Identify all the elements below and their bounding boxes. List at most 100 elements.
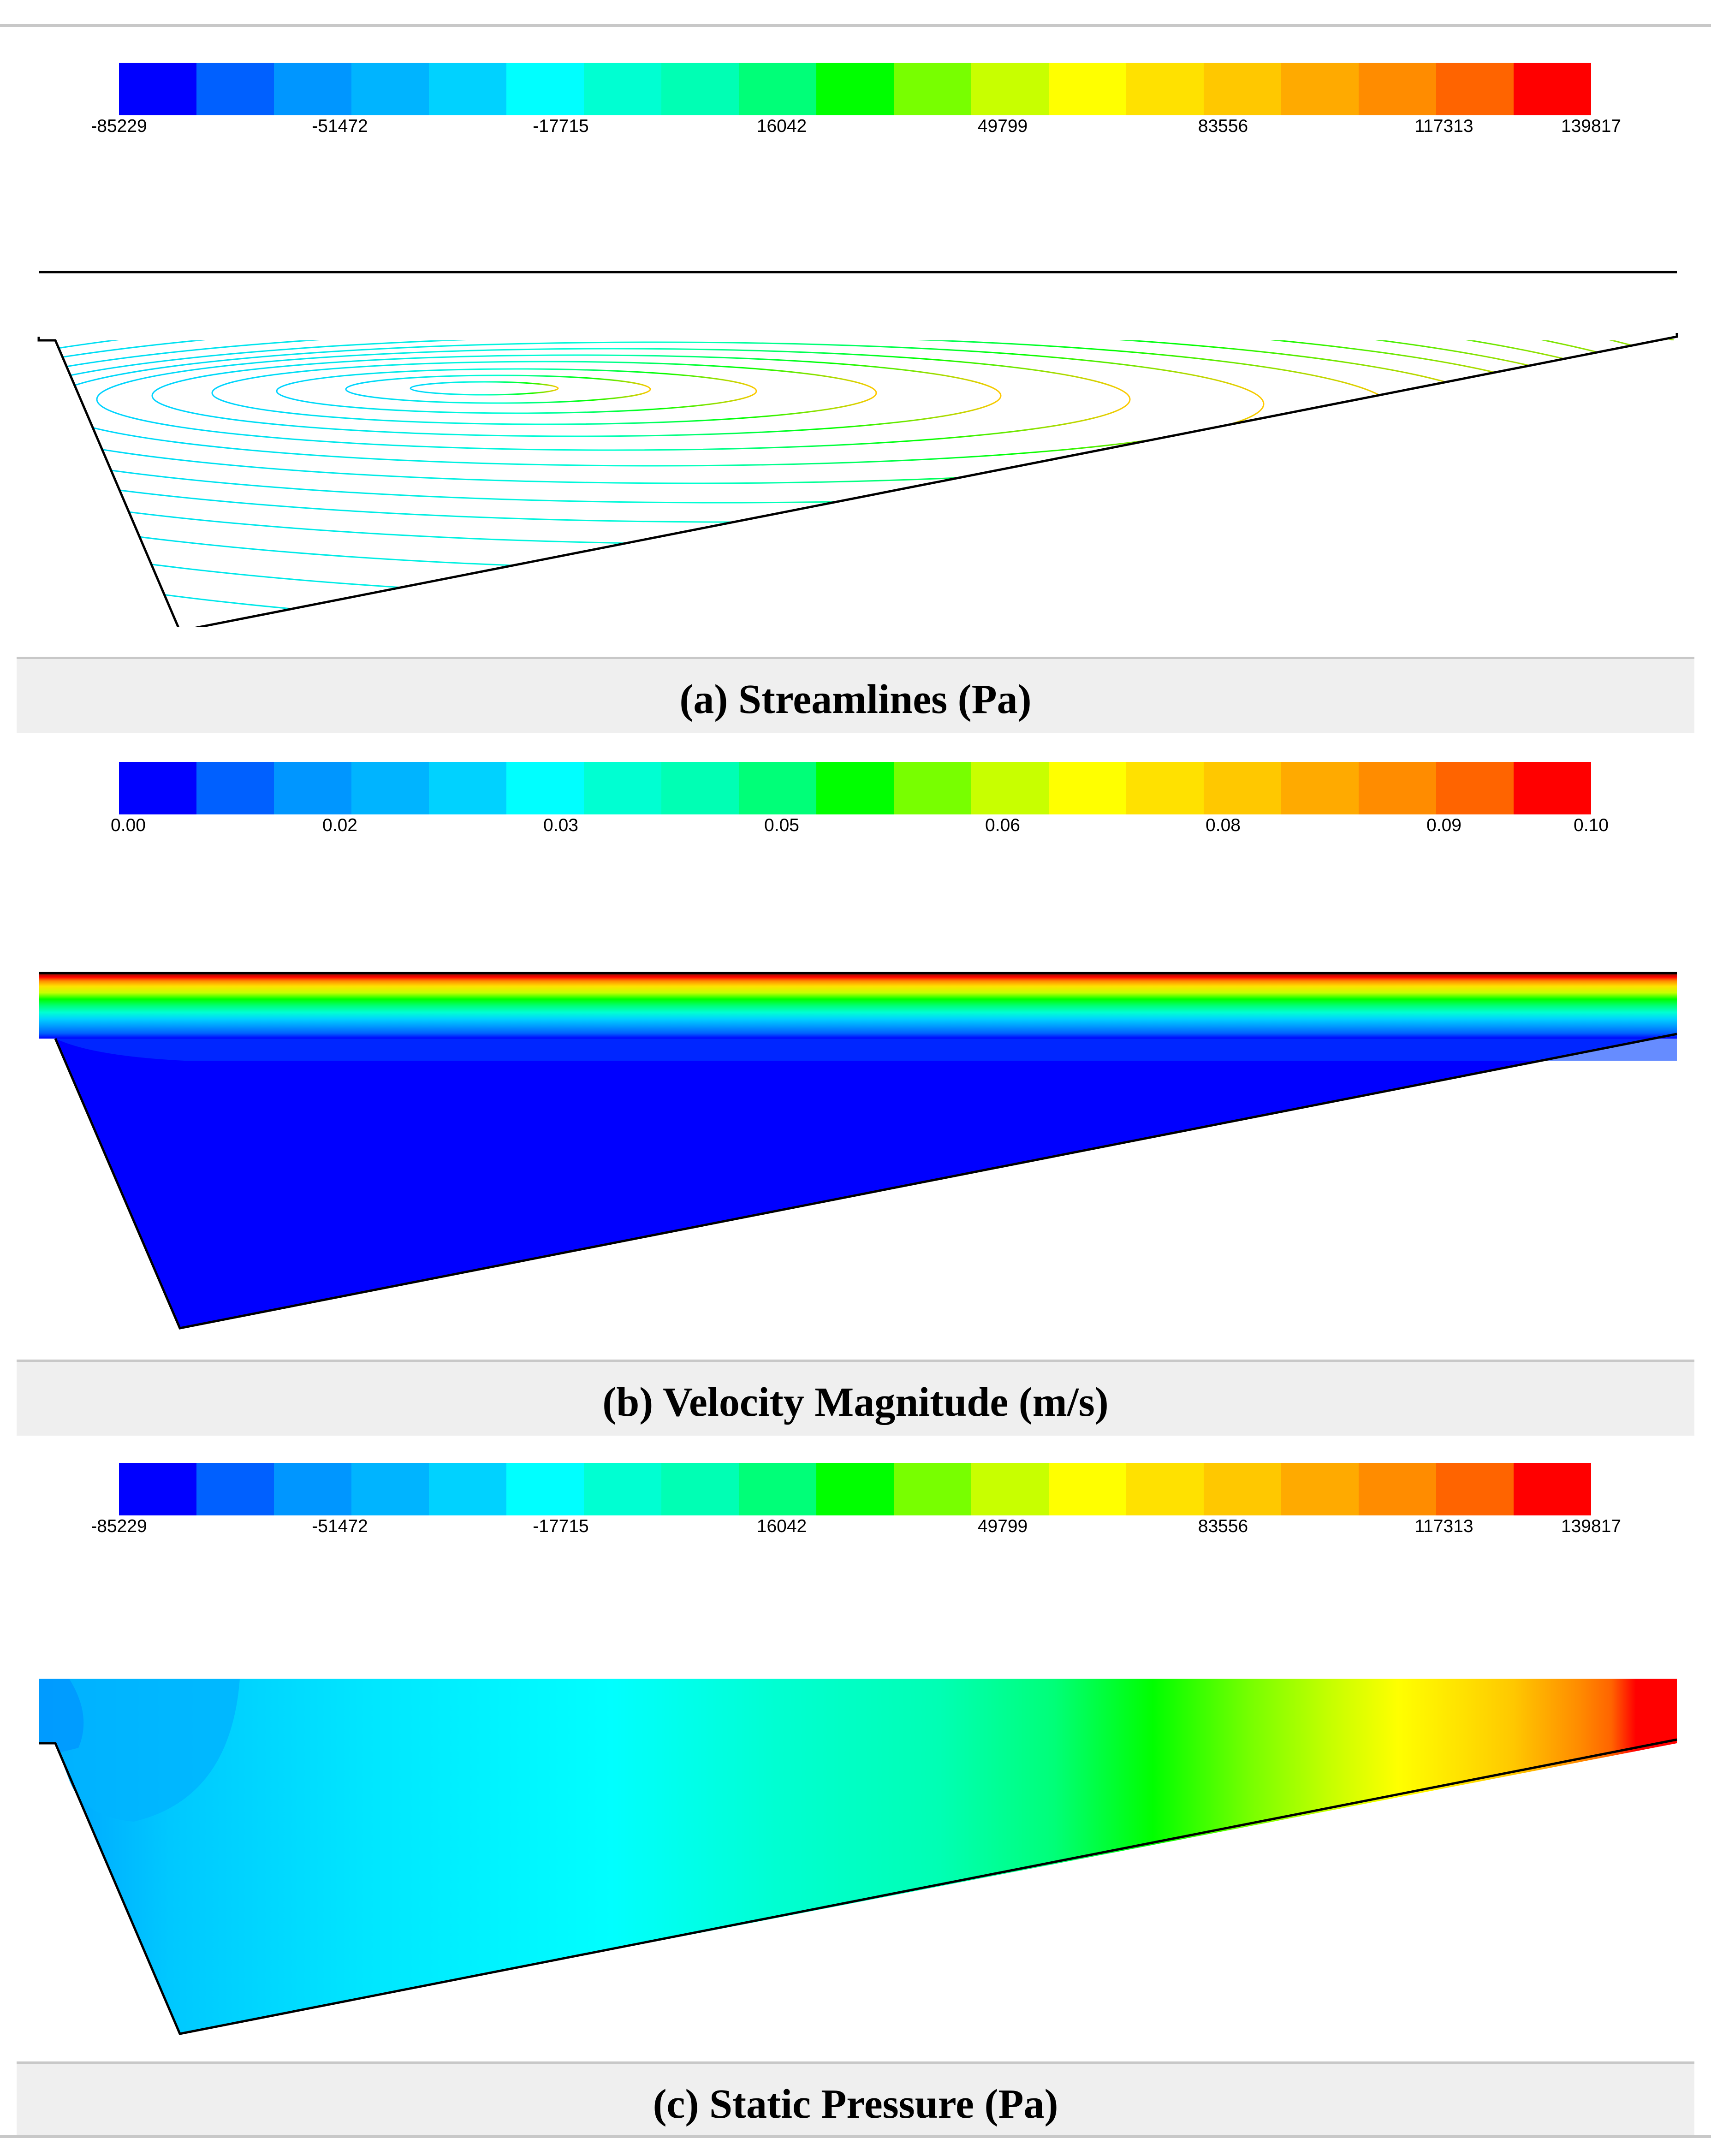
colorbar-swatch bbox=[119, 762, 196, 814]
colorbar-swatch bbox=[661, 762, 739, 814]
colorbar-swatch bbox=[1436, 762, 1514, 814]
colorbar-swatch bbox=[506, 63, 584, 115]
colorbar-swatch bbox=[196, 762, 274, 814]
tick-label: -17715 bbox=[533, 1516, 589, 1536]
colorbar-c bbox=[119, 1463, 1591, 1515]
colorbar-swatch bbox=[816, 1463, 894, 1515]
colorbar-swatch bbox=[506, 762, 584, 814]
tick-label: 83556 bbox=[1198, 1516, 1248, 1536]
tick-label: 83556 bbox=[1198, 116, 1248, 136]
colorbar-swatch bbox=[429, 63, 506, 115]
colorbar-ticks-b: 0.00 0.02 0.03 0.05 0.06 0.08 0.09 0.10 bbox=[0, 815, 1711, 838]
pressure-plot bbox=[39, 1679, 1677, 2035]
colorbar-swatch bbox=[1359, 1463, 1436, 1515]
tick-label: -85229 bbox=[91, 116, 147, 136]
colorbar-swatch bbox=[1436, 63, 1514, 115]
colorbar-swatch bbox=[971, 63, 1049, 115]
inlet-core bbox=[39, 1679, 84, 1752]
colorbar-swatch bbox=[1359, 63, 1436, 115]
colorbar-swatch bbox=[1049, 762, 1126, 814]
colorbar-swatch bbox=[584, 63, 661, 115]
colorbar-swatch bbox=[119, 1463, 196, 1515]
colorbar-swatch bbox=[739, 762, 816, 814]
colorbar-swatch bbox=[1126, 1463, 1204, 1515]
tick-label: 0.05 bbox=[764, 815, 799, 835]
colorbar-ticks-a: -85229 -51472 -17715 16042 49799 83556 1… bbox=[0, 116, 1711, 139]
colorbar-swatch bbox=[1514, 762, 1591, 814]
colorbar-swatch bbox=[351, 63, 429, 115]
bottom-rule bbox=[0, 2135, 1711, 2138]
tick-label: -85229 bbox=[91, 1516, 147, 1536]
geometry-outline bbox=[37, 271, 1678, 627]
tick-label: 139817 bbox=[1561, 116, 1622, 136]
colorbar-ticks-c: -85229 -51472 -17715 16042 49799 83556 1… bbox=[0, 1516, 1711, 1539]
tick-label: 16042 bbox=[756, 1516, 807, 1536]
colorbar-swatch bbox=[429, 762, 506, 814]
colorbar-swatch bbox=[274, 63, 351, 115]
colorbar-swatch bbox=[1049, 1463, 1126, 1515]
tick-label: 49799 bbox=[977, 1516, 1028, 1536]
tick-label: -17715 bbox=[533, 116, 589, 136]
colorbar-swatch bbox=[971, 1463, 1049, 1515]
colorbar-swatch bbox=[661, 63, 739, 115]
tick-label: 0.08 bbox=[1206, 815, 1241, 835]
tick-label: 0.10 bbox=[1574, 815, 1609, 835]
caption-c: (c) Static Pressure (Pa) bbox=[653, 2081, 1058, 2127]
colorbar-swatch bbox=[1514, 1463, 1591, 1515]
tick-label: 117313 bbox=[1414, 116, 1473, 136]
colorbar-swatch bbox=[1514, 63, 1591, 115]
colorbar-swatch bbox=[196, 1463, 274, 1515]
recirculation-edge bbox=[55, 1039, 1677, 1061]
colorbar-swatch bbox=[894, 63, 971, 115]
channel-fill bbox=[39, 973, 1677, 1039]
top-rule bbox=[0, 24, 1711, 27]
colorbar-swatch bbox=[506, 1463, 584, 1515]
colorbar-swatch bbox=[351, 1463, 429, 1515]
colorbar-swatch bbox=[1436, 1463, 1514, 1515]
colorbar-swatch bbox=[274, 1463, 351, 1515]
tick-label: 139817 bbox=[1561, 1516, 1622, 1536]
pressure-field bbox=[39, 1679, 1677, 2034]
colorbar-b bbox=[119, 762, 1591, 814]
velocity-plot bbox=[39, 972, 1677, 1330]
colorbar-swatch bbox=[1049, 63, 1126, 115]
colorbar-swatch bbox=[1281, 1463, 1359, 1515]
colorbar-swatch bbox=[1126, 63, 1204, 115]
colorbar-swatch bbox=[1281, 63, 1359, 115]
tick-label: 0.00 bbox=[111, 815, 146, 835]
colorbar-swatch bbox=[1359, 762, 1436, 814]
low-pressure-zone bbox=[39, 1679, 240, 1822]
colorbar-swatch bbox=[1204, 1463, 1281, 1515]
caption-band-c: (c) Static Pressure (Pa) bbox=[17, 2061, 1694, 2138]
tick-label: -51472 bbox=[312, 116, 368, 136]
geometry-outline bbox=[39, 1738, 1677, 2035]
channel-streamlines bbox=[39, 272, 1674, 338]
vortex-streamlines bbox=[55, 337, 1674, 627]
cavity-fill bbox=[55, 1034, 1677, 1328]
caption-b: (b) Velocity Magnitude (m/s) bbox=[602, 1379, 1109, 1425]
colorbar-swatch bbox=[196, 63, 274, 115]
colorbar-swatch bbox=[739, 1463, 816, 1515]
colorbar-swatch bbox=[274, 762, 351, 814]
colorbar-swatch bbox=[429, 1463, 506, 1515]
caption-a: (a) Streamlines (Pa) bbox=[679, 677, 1032, 722]
geometry-outline bbox=[39, 972, 1677, 1330]
tick-label: 49799 bbox=[977, 116, 1028, 136]
tick-label: 117313 bbox=[1414, 1516, 1473, 1536]
caption-band-a: (a) Streamlines (Pa) bbox=[17, 657, 1694, 733]
colorbar-swatch bbox=[816, 762, 894, 814]
colorbar-a bbox=[119, 63, 1591, 115]
tick-label: 0.02 bbox=[322, 815, 357, 835]
colorbar-swatch bbox=[584, 762, 661, 814]
colorbar-swatch bbox=[739, 63, 816, 115]
tick-label: 0.03 bbox=[543, 815, 578, 835]
colorbar-swatch bbox=[119, 63, 196, 115]
panel-streamlines: -85229 -51472 -17715 16042 49799 83556 1… bbox=[0, 0, 1711, 733]
panel-velocity: 0.00 0.02 0.03 0.05 0.06 0.08 0.09 0.10 bbox=[0, 733, 1711, 1436]
colorbar-swatch bbox=[1204, 63, 1281, 115]
tick-label: 0.06 bbox=[985, 815, 1020, 835]
panel-pressure: -85229 -51472 -17715 16042 49799 83556 1… bbox=[0, 1434, 1711, 2156]
colorbar-swatch bbox=[351, 762, 429, 814]
colorbar-swatch bbox=[816, 63, 894, 115]
colorbar-swatch bbox=[661, 1463, 739, 1515]
